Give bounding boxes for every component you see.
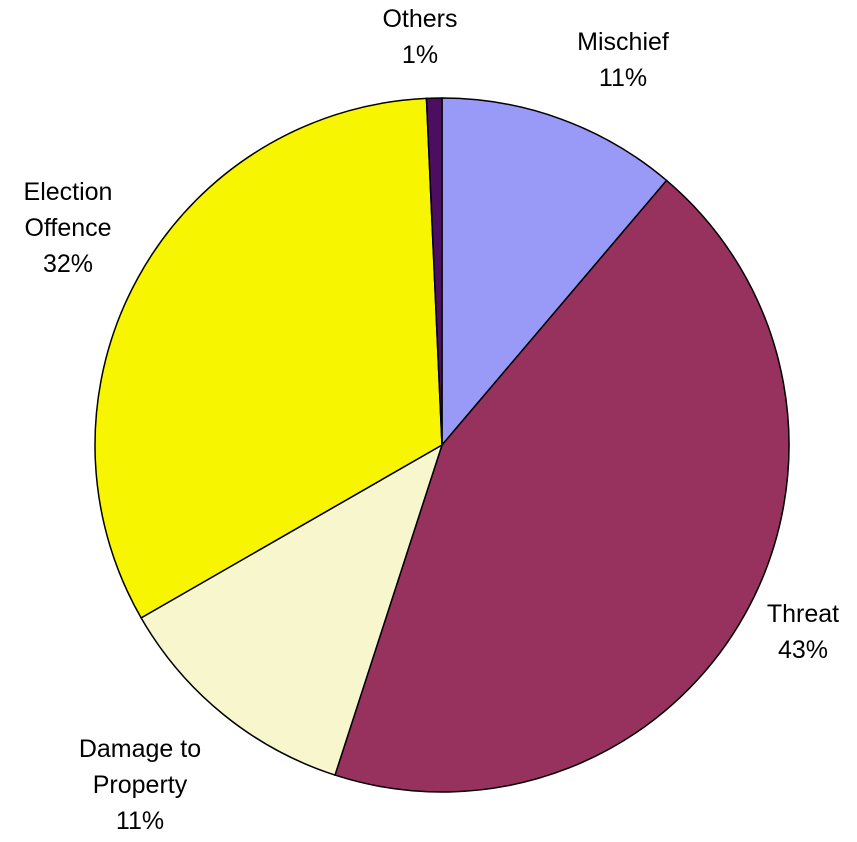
slice-label-line: 11% (116, 807, 164, 835)
slice-label-line: Election (24, 178, 113, 206)
slice-label-line: Damage to (79, 735, 201, 763)
slice-label-line: Offence (24, 214, 111, 242)
slice-label: Others 1% (382, 5, 457, 69)
slice-label-line: 11% (599, 64, 647, 92)
pie-slice (441, 97, 668, 448)
slice-label-line: 32% (43, 250, 93, 278)
slice-label: Election Offence 32% (24, 178, 113, 278)
pie-slice (140, 443, 444, 777)
slice-label: Mischief 11% (577, 28, 669, 92)
slice-label: Damage to Property 11% (79, 735, 201, 835)
slice-label-line: 1% (402, 41, 438, 69)
slice-label: Threat 43% (767, 600, 839, 664)
slice-label-line: 43% (778, 636, 828, 664)
slice-label-line: Others (382, 5, 457, 33)
slice-label-line: Threat (767, 600, 839, 628)
slice-label-line: Property (93, 771, 188, 799)
slice-label-line: Mischief (577, 28, 669, 56)
pie-slice (334, 179, 790, 793)
pie-slice (425, 97, 443, 446)
pie-slice (94, 97, 443, 619)
